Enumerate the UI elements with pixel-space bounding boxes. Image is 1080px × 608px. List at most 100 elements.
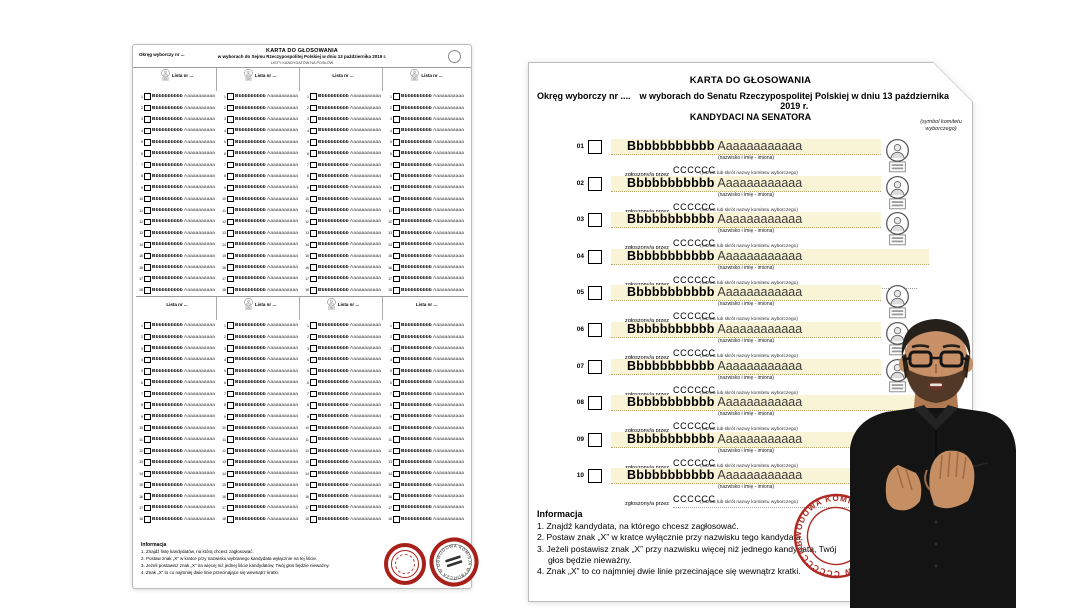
vote-checkbox[interactable] (227, 184, 234, 192)
vote-checkbox[interactable] (144, 207, 151, 214)
vote-checkbox[interactable] (144, 333, 151, 341)
vote-checkbox[interactable] (310, 379, 317, 386)
vote-checkbox[interactable] (393, 150, 400, 157)
vote-checkbox[interactable] (227, 333, 234, 341)
vote-checkbox[interactable] (310, 436, 317, 443)
vote-checkbox[interactable] (227, 368, 234, 375)
vote-checkbox[interactable] (144, 516, 151, 523)
vote-checkbox[interactable] (310, 230, 317, 237)
vote-checkbox[interactable] (393, 413, 400, 421)
vote-checkbox[interactable] (310, 173, 317, 180)
vote-checkbox[interactable] (310, 390, 317, 398)
vote-checkbox[interactable] (310, 459, 317, 466)
vote-checkbox[interactable] (227, 356, 234, 364)
vote-checkbox[interactable] (144, 230, 151, 237)
vote-checkbox[interactable] (144, 275, 151, 283)
vote-checkbox[interactable] (310, 93, 317, 100)
vote-checkbox[interactable] (393, 275, 400, 283)
vote-checkbox[interactable] (227, 459, 234, 466)
vote-checkbox[interactable] (310, 241, 317, 249)
vote-checkbox[interactable] (393, 116, 400, 123)
vote-checkbox[interactable] (227, 322, 234, 329)
vote-checkbox[interactable] (310, 516, 317, 523)
vote-checkbox[interactable] (393, 390, 400, 398)
vote-checkbox[interactable] (144, 150, 151, 157)
vote-checkbox[interactable] (227, 93, 234, 100)
vote-checkbox[interactable] (393, 93, 400, 100)
vote-checkbox[interactable] (393, 195, 400, 203)
vote-checkbox[interactable] (227, 390, 234, 398)
vote-checkbox[interactable] (227, 139, 234, 146)
vote-checkbox[interactable] (144, 345, 151, 352)
vote-checkbox[interactable] (588, 213, 602, 228)
vote-checkbox[interactable] (310, 150, 317, 157)
vote-checkbox[interactable] (393, 264, 400, 271)
vote-checkbox[interactable] (393, 207, 400, 214)
vote-checkbox[interactable] (310, 481, 317, 489)
vote-checkbox[interactable] (393, 252, 400, 260)
vote-checkbox[interactable] (393, 447, 400, 455)
vote-checkbox[interactable] (393, 459, 400, 466)
vote-checkbox[interactable] (588, 432, 602, 447)
vote-checkbox[interactable] (144, 470, 151, 478)
vote-checkbox[interactable] (393, 504, 400, 512)
vote-checkbox[interactable] (227, 161, 234, 169)
vote-checkbox[interactable] (144, 184, 151, 192)
vote-checkbox[interactable] (393, 287, 400, 294)
vote-checkbox[interactable] (144, 402, 151, 409)
vote-checkbox[interactable] (393, 127, 400, 135)
vote-checkbox[interactable] (393, 241, 400, 249)
vote-checkbox[interactable] (393, 402, 400, 409)
vote-checkbox[interactable] (227, 424, 234, 432)
vote-checkbox[interactable] (227, 275, 234, 283)
vote-checkbox[interactable] (144, 264, 151, 271)
vote-checkbox[interactable] (588, 140, 602, 154)
vote-checkbox[interactable] (393, 173, 400, 180)
vote-checkbox[interactable] (227, 104, 234, 112)
vote-checkbox[interactable] (393, 104, 400, 112)
vote-checkbox[interactable] (227, 447, 234, 455)
vote-checkbox[interactable] (393, 218, 400, 226)
vote-checkbox[interactable] (588, 359, 602, 374)
vote-checkbox[interactable] (310, 287, 317, 294)
vote-checkbox[interactable] (310, 264, 317, 271)
vote-checkbox[interactable] (310, 493, 317, 500)
vote-checkbox[interactable] (227, 436, 234, 443)
vote-checkbox[interactable] (227, 218, 234, 226)
vote-checkbox[interactable] (144, 413, 151, 421)
vote-checkbox[interactable] (310, 139, 317, 146)
vote-checkbox[interactable] (227, 241, 234, 249)
vote-checkbox[interactable] (144, 93, 151, 100)
vote-checkbox[interactable] (310, 116, 317, 123)
vote-checkbox[interactable] (310, 504, 317, 512)
vote-checkbox[interactable] (310, 345, 317, 352)
vote-checkbox[interactable] (393, 493, 400, 500)
vote-checkbox[interactable] (588, 286, 602, 301)
vote-checkbox[interactable] (393, 516, 400, 523)
vote-checkbox[interactable] (393, 230, 400, 237)
vote-checkbox[interactable] (310, 161, 317, 169)
vote-checkbox[interactable] (144, 322, 151, 329)
vote-checkbox[interactable] (310, 207, 317, 214)
vote-checkbox[interactable] (310, 195, 317, 203)
vote-checkbox[interactable] (310, 104, 317, 112)
vote-checkbox[interactable] (393, 184, 400, 192)
vote-checkbox[interactable] (588, 396, 602, 411)
vote-checkbox[interactable] (393, 333, 400, 341)
vote-checkbox[interactable] (227, 116, 234, 123)
vote-checkbox[interactable] (310, 402, 317, 409)
vote-checkbox[interactable] (310, 127, 317, 135)
vote-checkbox[interactable] (144, 287, 151, 294)
vote-checkbox[interactable] (144, 368, 151, 375)
vote-checkbox[interactable] (227, 379, 234, 386)
vote-checkbox[interactable] (310, 333, 317, 341)
vote-checkbox[interactable] (310, 413, 317, 421)
vote-checkbox[interactable] (144, 504, 151, 512)
vote-checkbox[interactable] (227, 516, 234, 523)
vote-checkbox[interactable] (144, 436, 151, 443)
vote-checkbox[interactable] (227, 264, 234, 271)
vote-checkbox[interactable] (144, 447, 151, 455)
vote-checkbox[interactable] (144, 116, 151, 123)
vote-checkbox[interactable] (227, 481, 234, 489)
vote-checkbox[interactable] (588, 249, 602, 264)
